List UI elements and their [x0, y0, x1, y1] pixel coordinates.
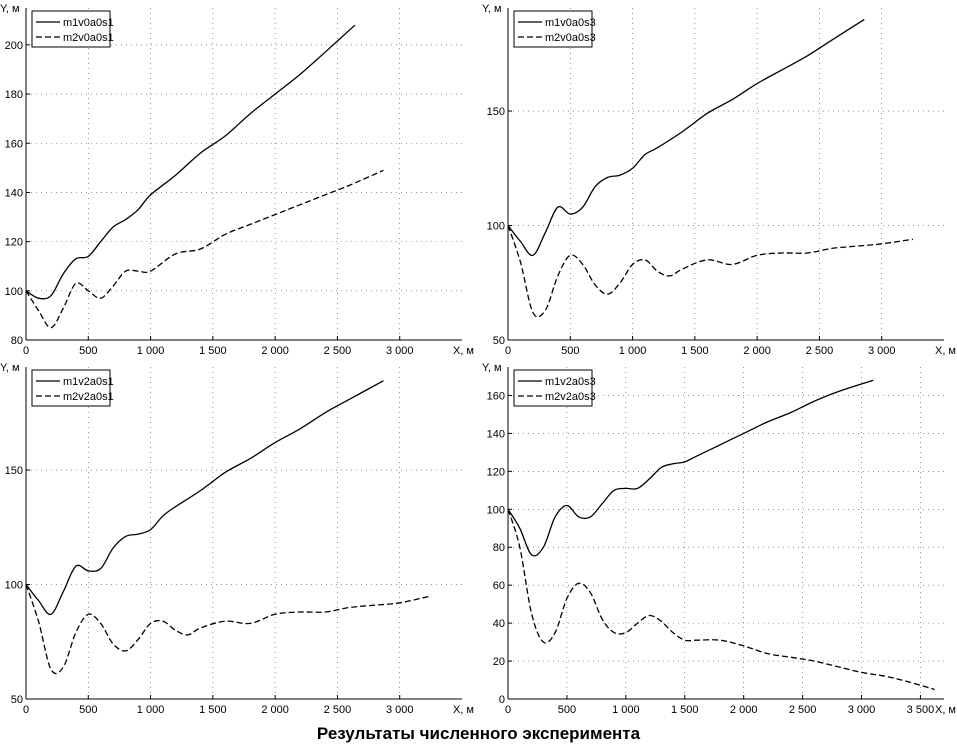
legend: m1v2a0s1 m2v2a0s1 — [31, 369, 114, 407]
y-tick-label: 180 — [5, 89, 23, 101]
y-tick-label: 140 — [5, 187, 23, 199]
x-tick-label: 3 500 — [907, 704, 935, 716]
legend-box — [513, 369, 593, 407]
legend: m1v2a0s3 m2v2a0s3 — [513, 369, 596, 407]
legend: m1v0a0s3 m2v0a0s3 — [513, 10, 596, 48]
legend-box — [31, 369, 111, 407]
y-tick-label: 140 — [487, 428, 505, 440]
series-line-m1v2a0s3 — [507, 379, 874, 557]
y-tick-label: 100 — [487, 504, 505, 516]
x-tick-label: 500 — [558, 704, 576, 716]
series-line-m2v2a0s1 — [25, 584, 432, 675]
legend-entry: m1v0a0s1 — [63, 17, 114, 29]
x-tick-label: 3 000 — [868, 345, 896, 357]
x-tick-label: 2 500 — [324, 704, 352, 716]
x-tick-label: 1 000 — [619, 345, 647, 357]
x-tick-label: 3 000 — [386, 345, 414, 357]
y-tick-label: 150 — [487, 106, 505, 118]
y-tick-label: 120 — [487, 466, 505, 478]
x-tick-label: 2 000 — [743, 345, 771, 357]
x-tick-label: 1 500 — [199, 345, 227, 357]
y-tick-label: 50 — [493, 335, 505, 347]
series-line-m2v2a0s3 — [507, 509, 935, 691]
legend-entry: m1v2a0s3 — [545, 376, 596, 388]
y-tick-label: 60 — [493, 580, 505, 592]
y-tick-label: 80 — [11, 335, 23, 347]
y-tick-label: 100 — [5, 286, 23, 298]
legend-entry: m2v2a0s3 — [545, 391, 596, 403]
x-tick-label: 2 000 — [261, 345, 289, 357]
y-axis-label: Y, м — [0, 3, 20, 15]
y-axis-label: Y, м — [482, 3, 502, 15]
y-tick-label: 120 — [5, 237, 23, 249]
y-tick-label: 0 — [499, 694, 505, 706]
x-axis-label: X, м — [453, 345, 474, 357]
x-tick-label: 1 000 — [137, 704, 165, 716]
x-tick-label: 2 500 — [324, 345, 352, 357]
y-tick-label: 100 — [5, 580, 23, 592]
x-tick-label: 1 000 — [137, 345, 165, 357]
y-axis-label: Y, м — [482, 362, 502, 374]
legend-entry: m1v0a0s3 — [545, 17, 596, 29]
x-tick-label: 1 500 — [681, 345, 709, 357]
legend-entry: m1v2a0s1 — [63, 376, 114, 388]
series-line-m2v0a0s3 — [507, 225, 913, 318]
x-tick-label: 500 — [79, 345, 97, 357]
x-tick-label: 3 000 — [386, 704, 414, 716]
x-tick-label: 2 000 — [730, 704, 758, 716]
y-tick-label: 50 — [11, 694, 23, 706]
series-line-m1v0a0s1 — [25, 24, 356, 300]
legend-entry: m2v0a0s1 — [63, 32, 114, 44]
panel-4: 0 500 1 000 1 500 2 000 2 500 3 000 3 500 0 20 40 6… — [482, 362, 956, 716]
y-tick-label: 160 — [5, 138, 23, 150]
x-tick-label: 500 — [561, 345, 579, 357]
x-tick-label: 1 000 — [612, 704, 640, 716]
y-tick-label: 80 — [493, 542, 505, 554]
legend-box — [513, 10, 593, 48]
series-line-m2v0a0s1 — [25, 169, 384, 329]
x-tick-label: 0 — [505, 704, 511, 716]
y-axis-label: Y, м — [0, 362, 20, 374]
series-line-m1v0a0s3 — [507, 18, 865, 256]
y-tick-label: 150 — [5, 465, 23, 477]
x-tick-label: 2 000 — [261, 704, 289, 716]
x-tick-label: 2 500 — [789, 704, 817, 716]
x-axis-label: X, м — [935, 345, 956, 357]
x-tick-label: 0 — [23, 704, 29, 716]
panel-2: 0 500 1 000 1 500 2 000 2 500 3 000 50 100 150 X, … — [482, 3, 956, 357]
x-tick-label: 3 000 — [848, 704, 876, 716]
x-axis-label: X, м — [935, 704, 956, 716]
x-tick-label: 2 500 — [806, 345, 834, 357]
y-tick-label: 40 — [493, 618, 505, 630]
x-tick-label: 1 500 — [199, 704, 227, 716]
series-line-m1v2a0s1 — [25, 380, 384, 615]
x-tick-label: 500 — [79, 704, 97, 716]
y-tick-label: 160 — [487, 390, 505, 402]
x-axis-label: X, м — [453, 704, 474, 716]
y-tick-label: 100 — [487, 221, 505, 233]
legend-box — [31, 10, 111, 48]
x-tick-label: 0 — [505, 345, 511, 357]
legend-entry: m2v0a0s3 — [545, 32, 596, 44]
y-tick-label: 20 — [493, 656, 505, 668]
panel-1: 0 500 1 000 1 500 2 000 2 500 3 000 80 100 120 140… — [0, 3, 474, 357]
panel-3: 0 500 1 000 1 500 2 000 2 500 3 000 50 100 150 X, … — [0, 362, 474, 716]
figure-caption: Результаты численного эксперимента — [316, 724, 641, 743]
y-tick-label: 200 — [5, 40, 23, 52]
legend-entry: m2v2a0s1 — [63, 391, 114, 403]
x-tick-label: 1 500 — [671, 704, 699, 716]
legend: m1v0a0s1 m2v0a0s1 — [31, 10, 114, 48]
x-tick-label: 0 — [23, 345, 29, 357]
